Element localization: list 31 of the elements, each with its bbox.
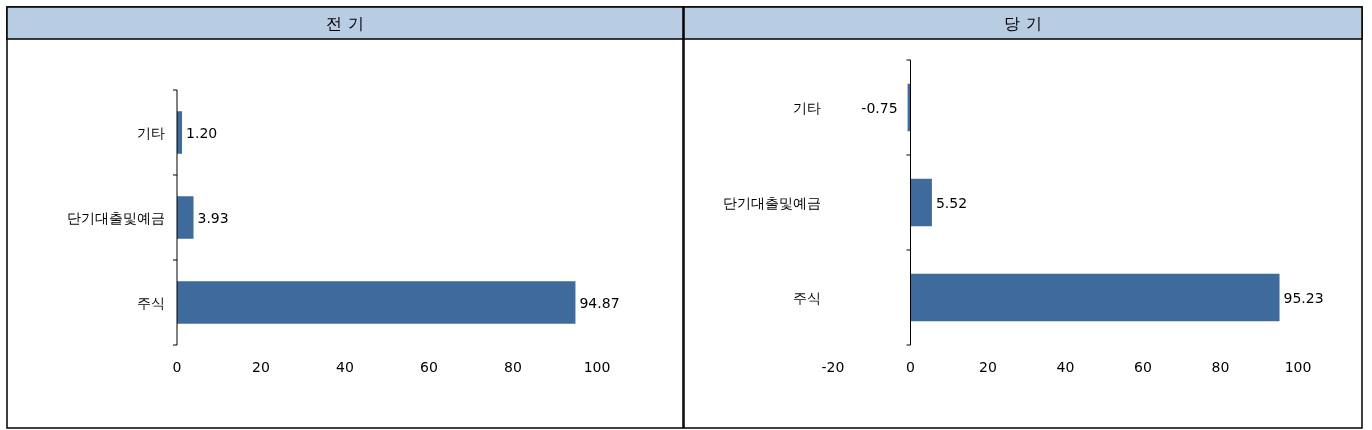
- y-tick-label: 주식: [793, 289, 821, 306]
- x-tick-label: 60: [1134, 359, 1152, 375]
- data-label: 94.87: [579, 294, 620, 311]
- data-label: 3.93: [197, 209, 229, 226]
- x-tick-label: 0: [906, 359, 915, 375]
- x-tick-label: 80: [504, 359, 522, 375]
- bar: [177, 196, 194, 239]
- x-tick-label: 60: [420, 359, 438, 375]
- x-tick-label: 80: [1211, 359, 1230, 375]
- x-tick-label: 100: [1284, 359, 1312, 375]
- x-tick-label: 20: [979, 359, 997, 375]
- y-tick-label: 기타: [137, 124, 165, 141]
- data-label: 95.23: [1283, 289, 1324, 306]
- chart-title: 전 기: [326, 14, 364, 33]
- x-tick-label: 100: [583, 359, 611, 375]
- x-tick-label: 40: [1056, 359, 1075, 375]
- bar: [910, 178, 932, 227]
- x-tick-label: 0: [172, 359, 182, 375]
- bar: [910, 273, 1280, 322]
- y-tick-label: 단기대출및예금: [67, 209, 165, 226]
- data-label: 5.52: [935, 194, 968, 211]
- y-tick-label: 단기대출및예금: [723, 194, 821, 211]
- y-tick-label: 기타: [793, 99, 821, 116]
- data-label: -0.75: [861, 99, 898, 116]
- y-tick-label: 주식: [137, 294, 165, 311]
- chart-title: 당 기: [1004, 14, 1042, 33]
- x-tick-label: -20: [821, 359, 845, 375]
- data-label: 1.20: [186, 124, 218, 141]
- bar: [177, 281, 576, 324]
- x-tick-label: 40: [336, 359, 354, 375]
- x-tick-label: 20: [252, 359, 270, 375]
